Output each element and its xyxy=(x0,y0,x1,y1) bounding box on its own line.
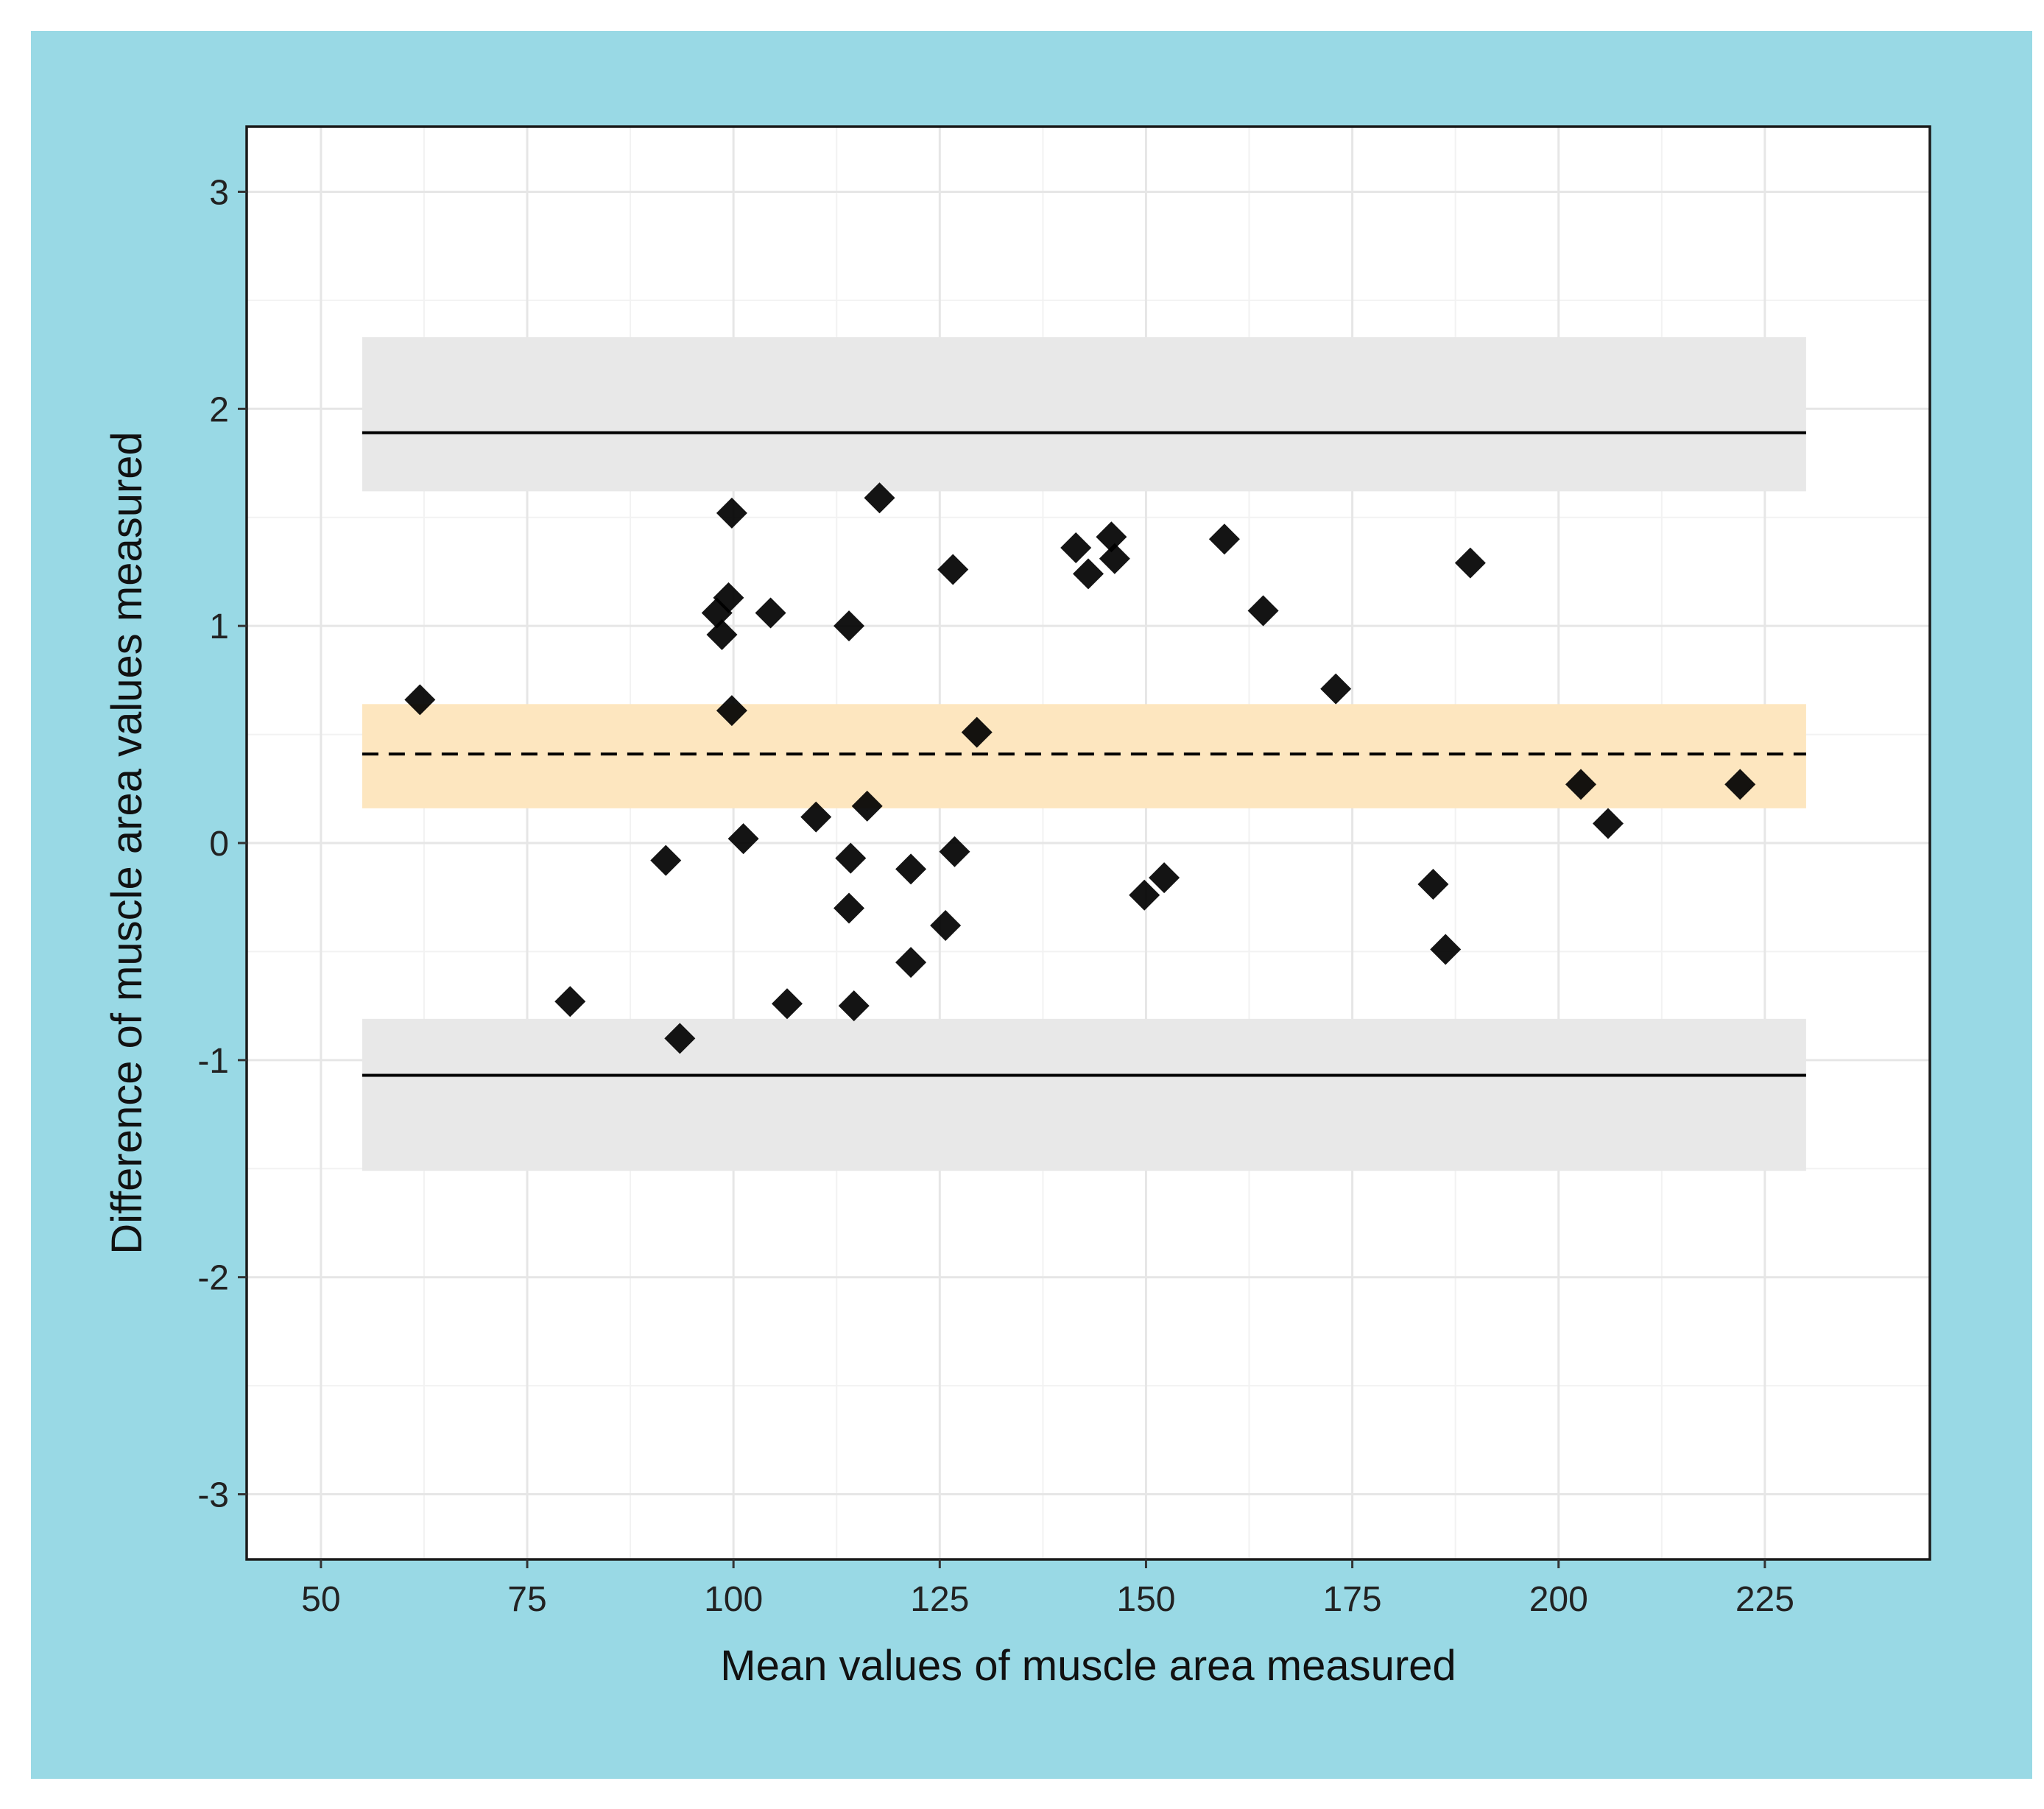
x-tick-label: 75 xyxy=(507,1580,546,1619)
data-point xyxy=(834,892,865,924)
data-point xyxy=(716,497,747,529)
x-tick-label: 225 xyxy=(1735,1580,1794,1619)
data-point xyxy=(755,597,786,629)
data-point xyxy=(834,610,865,642)
data-point xyxy=(1320,673,1352,705)
lower-loa-ci-band xyxy=(362,1018,1806,1171)
data-point xyxy=(1417,869,1449,900)
data-point xyxy=(930,910,962,942)
x-axis-ticks: 50 75 100 125 150 175 200 225 xyxy=(301,1559,1794,1619)
x-tick-label: 150 xyxy=(1116,1580,1175,1619)
data-point xyxy=(937,554,969,585)
y-tick-label: -1 xyxy=(197,1042,229,1081)
data-point xyxy=(713,582,744,613)
data-point xyxy=(1129,879,1160,911)
data-point xyxy=(1454,547,1486,579)
x-tick-label: 125 xyxy=(910,1580,969,1619)
data-point xyxy=(727,823,759,855)
confidence-bands xyxy=(362,337,1806,1171)
upper-loa-ci-band xyxy=(362,337,1806,492)
data-point xyxy=(961,716,993,748)
data-point xyxy=(1073,558,1104,590)
data-point xyxy=(716,695,747,727)
y-tick-label: 0 xyxy=(209,825,229,864)
data-point xyxy=(650,844,682,876)
data-point xyxy=(1247,595,1279,627)
y-axis-title: Difference of muscle area values measure… xyxy=(103,431,151,1255)
data-point xyxy=(1099,543,1130,574)
x-tick-label: 50 xyxy=(301,1580,340,1619)
data-point xyxy=(1149,862,1180,894)
data-point xyxy=(800,801,832,833)
bias-ci-band xyxy=(362,704,1806,808)
data-point xyxy=(939,836,970,867)
data-point xyxy=(1096,521,1127,553)
data-point xyxy=(1565,769,1596,800)
x-axis-title: Mean values of muscle area measured xyxy=(720,1642,1456,1690)
data-point xyxy=(664,1023,696,1054)
data-point xyxy=(771,988,803,1020)
data-point xyxy=(851,790,883,822)
data-point xyxy=(895,947,927,978)
data-point xyxy=(1430,934,1462,965)
data-point xyxy=(706,618,738,650)
data-point xyxy=(1592,808,1624,839)
reference-lines xyxy=(362,431,1806,1077)
data-point xyxy=(895,853,927,885)
data-point xyxy=(1208,523,1240,555)
data-point xyxy=(838,990,870,1022)
y-tick-label: -3 xyxy=(197,1476,229,1515)
bland-altman-chart: 50 75 100 125 150 175 200 225 3 2 1 0 -1 -2 -3 Mean v… xyxy=(103,125,1931,1690)
y-tick-label: -2 xyxy=(197,1259,229,1298)
data-points xyxy=(404,482,1756,1054)
data-point xyxy=(835,842,867,874)
data-point xyxy=(404,684,436,716)
data-point xyxy=(864,482,895,514)
y-tick-label: 2 xyxy=(209,390,229,429)
figure-background: 50 75 100 125 150 175 200 225 3 2 1 0 -1 -2 -3 Mean v… xyxy=(31,31,2032,1779)
y-tick-label: 3 xyxy=(209,173,229,212)
y-tick-label: 1 xyxy=(209,607,229,646)
x-tick-label: 175 xyxy=(1323,1580,1382,1619)
data-point xyxy=(554,986,586,1018)
data-point xyxy=(1060,532,1092,564)
y-axis-ticks: 3 2 1 0 -1 -2 -3 xyxy=(197,173,247,1515)
x-tick-label: 200 xyxy=(1529,1580,1588,1619)
data-point xyxy=(1724,769,1756,800)
x-tick-label: 100 xyxy=(704,1580,763,1619)
